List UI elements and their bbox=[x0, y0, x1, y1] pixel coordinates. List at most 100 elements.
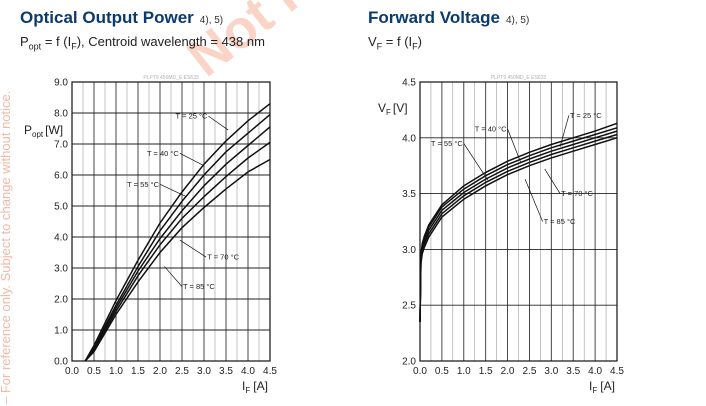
voltage-sub-lead-sub: F bbox=[376, 41, 383, 52]
power-xtick-label: 1.0 bbox=[109, 366, 123, 377]
voltage-series-3-label: T = 70 °C bbox=[561, 189, 593, 198]
power-sub-rest: = f (I bbox=[44, 34, 72, 49]
power-series-3-line bbox=[84, 141, 271, 362]
power-ytick-label: 7.0 bbox=[54, 140, 68, 151]
voltage-series-4-label: T = 85 °C bbox=[544, 217, 576, 226]
voltage-xtick-label: 4.0 bbox=[588, 366, 602, 377]
power-ytick-label: 0.0 bbox=[54, 357, 68, 368]
voltage-ylabel-sub: F bbox=[386, 108, 391, 117]
power-series-1-label: T = 40 °C bbox=[147, 149, 179, 158]
power-ytick-label: 6.0 bbox=[54, 171, 68, 182]
voltage-series-3-line bbox=[419, 133, 618, 322]
power-series-2-leader bbox=[159, 183, 187, 198]
voltage-series-0-label: T = 25 °C bbox=[570, 111, 602, 120]
power-series-4-leader bbox=[164, 266, 183, 287]
power-ytick-label: 5.0 bbox=[54, 202, 68, 213]
voltage-panel-subtitle: VF = f (IF) bbox=[368, 34, 422, 52]
power-series-1-line bbox=[84, 114, 271, 362]
voltage-xtick-label: 1.0 bbox=[457, 366, 471, 377]
voltage-xtick-label: 4.5 bbox=[610, 366, 624, 377]
voltage-series-1-line bbox=[419, 127, 618, 322]
power-ylabel-unit: [W] bbox=[45, 123, 63, 137]
power-sub-rest-sub: F bbox=[71, 41, 77, 52]
voltage-xtick-label: 0.5 bbox=[435, 366, 449, 377]
power-xlabel: IF [A] bbox=[242, 379, 268, 395]
power-series-4-label: T = 85 °C bbox=[183, 282, 215, 291]
power-series-0-label: T = 25 °C bbox=[176, 112, 208, 121]
voltage-title-text: Forward Voltage bbox=[368, 8, 500, 27]
voltage-ylabel: VF [V] bbox=[378, 101, 408, 117]
voltage-series-2-leader bbox=[463, 143, 489, 181]
power-xlabel-unit: [A] bbox=[253, 379, 268, 393]
power-title-text: Optical Output Power bbox=[20, 8, 194, 27]
voltage-ytick-label: 4.5 bbox=[402, 78, 416, 89]
voltage-plot-frame bbox=[419, 81, 618, 362]
power-ytick-label: 2.0 bbox=[54, 295, 68, 306]
voltage-series-1-leader bbox=[507, 128, 522, 163]
power-series-0-leader bbox=[208, 115, 229, 131]
voltage-ytick-label: 2.5 bbox=[402, 301, 416, 312]
power-xtick-label: 3.0 bbox=[197, 366, 211, 377]
power-chart: 0.0 1.0 2.0 3.0 4.0 5.0 6.0 7.0 8.0 9.0 0.0 0.5 1.0 1… bbox=[24, 75, 277, 395]
power-panel-subtitle: Popt = f (IF), Centroid wavelength = 438… bbox=[20, 34, 265, 52]
power-ytick-label: 1.0 bbox=[54, 326, 68, 337]
power-panel-title: Optical Output Power 4), 5) bbox=[20, 8, 223, 28]
power-series-0-line bbox=[84, 103, 271, 362]
voltage-ytick-label: 3.0 bbox=[402, 245, 416, 256]
power-xtick-label: 1.5 bbox=[131, 366, 145, 377]
power-sub-tail: ), Centroid wavelength = 438 nm bbox=[76, 34, 265, 49]
power-xtick-label: 2.0 bbox=[153, 366, 167, 377]
power-sub-lead-sub: opt bbox=[28, 41, 42, 52]
power-ylabel: Popt [W] bbox=[24, 123, 63, 139]
power-series-4-line bbox=[84, 158, 271, 362]
voltage-ytick-label: 3.5 bbox=[402, 189, 416, 200]
power-xtick-label: 0.5 bbox=[87, 366, 101, 377]
power-series-3-label: T = 70 °C bbox=[207, 253, 239, 262]
voltage-panel-title: Forward Voltage 4), 5) bbox=[368, 8, 529, 28]
power-xtick-label: 0.0 bbox=[65, 366, 79, 377]
power-ylabel-sub: opt bbox=[32, 130, 44, 139]
power-ytick-label: 3.0 bbox=[54, 264, 68, 275]
power-plot-frame bbox=[71, 81, 271, 362]
power-series-2-label: T = 55 °C bbox=[127, 180, 159, 189]
voltage-series-4-leader bbox=[524, 178, 543, 222]
voltage-xtick-label: 0.0 bbox=[413, 366, 427, 377]
voltage-xtick-label: 3.5 bbox=[566, 366, 580, 377]
voltage-xlabel: IF [A] bbox=[589, 379, 615, 395]
voltage-sub-lead: V bbox=[368, 34, 377, 49]
voltage-xlabel-unit: [A] bbox=[600, 379, 615, 393]
voltage-xtick-label: 2.0 bbox=[501, 366, 515, 377]
voltage-sub-tail: ) bbox=[417, 34, 423, 49]
voltage-series-2-label: T = 55 °C bbox=[431, 139, 463, 148]
power-sub-lead: P bbox=[20, 34, 29, 49]
voltage-ylabel-unit: [V] bbox=[393, 101, 408, 115]
power-series-1-leader bbox=[179, 152, 205, 167]
voltage-series-4-line bbox=[419, 137, 618, 322]
power-xlabel-sub: F bbox=[245, 386, 250, 395]
voltage-series-1-label: T = 40 °C bbox=[475, 124, 507, 133]
voltage-xtick-label: 3.0 bbox=[544, 366, 558, 377]
voltage-xtick-label: 1.5 bbox=[479, 366, 493, 377]
power-title-notes: 4), 5) bbox=[199, 15, 224, 26]
power-chart-code: PLPT9 450MD_E ES633 bbox=[143, 75, 199, 81]
power-xtick-label: 2.5 bbox=[175, 366, 189, 377]
voltage-xtick-label: 2.5 bbox=[522, 366, 536, 377]
voltage-ytick-label: 4.0 bbox=[402, 133, 416, 144]
voltage-ytick-label: 2.0 bbox=[402, 357, 416, 368]
power-ytick-label: 9.0 bbox=[54, 78, 68, 89]
voltage-sub-rest: = f (I bbox=[385, 34, 413, 49]
power-xtick-label: 4.5 bbox=[263, 366, 277, 377]
voltage-title-notes: 4), 5) bbox=[505, 15, 530, 26]
voltage-xlabel-sub: F bbox=[592, 386, 597, 395]
voltage-sub-rest-sub: F bbox=[412, 41, 418, 52]
voltage-chart: 2.0 2.5 3.0 3.5 4.0 4.5 0.0 0.5 1.0 1.5 2.0 2.5 3.0 3… bbox=[378, 75, 624, 395]
power-series-2-line bbox=[84, 126, 271, 362]
power-xtick-label: 3.5 bbox=[219, 366, 233, 377]
voltage-chart-code: PLPT9 450MD_E ES633 bbox=[491, 75, 547, 81]
voltage-series-3-leader bbox=[544, 168, 561, 194]
power-ytick-label: 4.0 bbox=[54, 233, 68, 244]
power-ytick-label: 8.0 bbox=[54, 109, 68, 120]
power-xtick-label: 4.0 bbox=[241, 366, 255, 377]
power-series-3-leader bbox=[179, 239, 207, 258]
